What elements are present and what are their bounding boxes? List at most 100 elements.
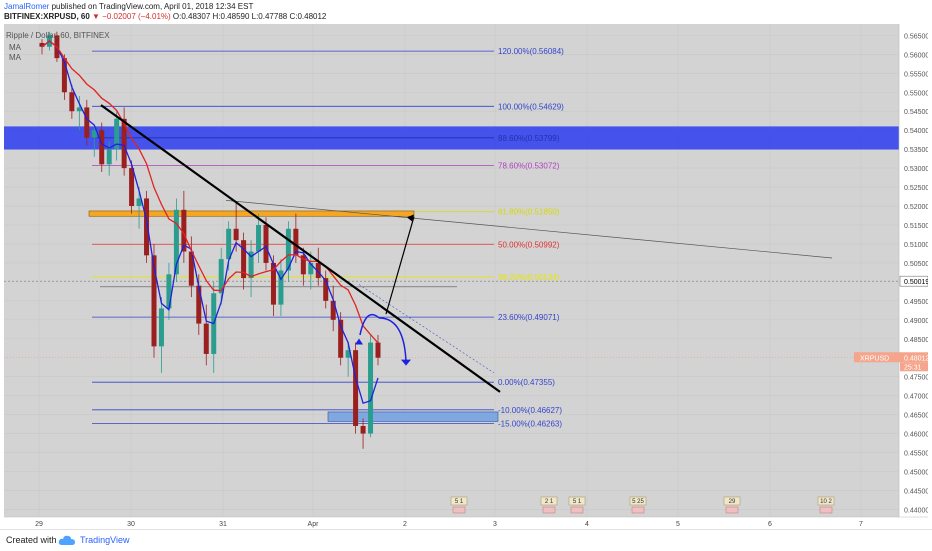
chart-area[interactable]: 120.00%(0.56084) 100.00%(0.54629) 88.60%(0… xyxy=(4,24,929,529)
curve-arrow-left xyxy=(359,313,380,336)
tradingview-cloud-icon xyxy=(58,535,75,545)
fib-level-label: -10.00%(0.46627) xyxy=(498,406,562,415)
price-tick-label: 0.51000 xyxy=(904,242,928,249)
price-tick-label: 0.48500 xyxy=(904,337,928,344)
price-tick-label: 0.44000 xyxy=(904,507,928,514)
fib-level-label: 50.00%(0.50992) xyxy=(498,240,560,249)
event-marker-label: 10 2 xyxy=(820,499,832,505)
time-tick-label: 7 xyxy=(859,521,863,528)
candle-body xyxy=(338,319,344,358)
fib-level-label: 23.60%(0.49071) xyxy=(498,313,560,322)
candle-body xyxy=(278,270,284,305)
price-tick-label: 0.53000 xyxy=(904,166,928,173)
symbol-line: BITFINEX:XRPUSD, 60 ▼ −0.02007 (−4.01%) … xyxy=(4,12,326,21)
price-tick-label: 0.45000 xyxy=(904,469,928,476)
curve-arrow-right xyxy=(378,317,407,362)
time-axis xyxy=(4,517,928,529)
plot-background xyxy=(4,24,899,517)
candle-body xyxy=(233,228,239,241)
price-tick-label: 0.56000 xyxy=(904,52,928,59)
price-tick-label: 0.49500 xyxy=(904,299,928,306)
price-tag-value: 0.48012 xyxy=(904,355,928,362)
candle-body xyxy=(173,209,179,275)
event-marker xyxy=(568,496,586,506)
candle-body xyxy=(241,240,247,279)
event-marker-label: 5 1 xyxy=(455,499,464,505)
fib-level-label: 78.60%(0.53072) xyxy=(498,161,560,170)
chart-header: JamalRomer published on TradingView.com,… xyxy=(0,0,932,24)
price-tick-label: 0.46500 xyxy=(904,413,928,420)
time-tick-label: 6 xyxy=(768,521,772,528)
candle-body xyxy=(226,228,232,260)
event-marker xyxy=(629,496,647,506)
event-flag-icon xyxy=(570,506,584,514)
countdown-box xyxy=(900,362,928,372)
publish-info: published on TradingView.com, April 01, … xyxy=(51,2,254,11)
candle-body xyxy=(144,198,150,256)
candle-body xyxy=(188,251,194,286)
candle-body xyxy=(99,130,105,165)
candle-body xyxy=(39,42,45,47)
candle-body xyxy=(84,107,90,138)
time-tick-label: 30 xyxy=(127,521,135,528)
candle-body xyxy=(166,274,172,309)
price-tag-box xyxy=(854,352,928,363)
price-tick-label: 0.45500 xyxy=(904,451,928,458)
price-tick-label: 0.56500 xyxy=(904,33,928,40)
price-tick-label: 0.47500 xyxy=(904,375,928,382)
candle-body xyxy=(114,118,120,150)
countdown-label: 25:31 xyxy=(904,364,922,371)
event-marker xyxy=(817,496,835,506)
author-link[interactable]: JamalRomer xyxy=(4,2,50,11)
projection-arrow xyxy=(385,216,415,315)
event-flag-icon xyxy=(631,506,645,514)
footer: Created with TradingView xyxy=(0,529,932,551)
tradingview-brand[interactable]: TradingView xyxy=(80,535,130,545)
candle-body xyxy=(360,425,366,434)
time-tick-label: 3 xyxy=(493,521,497,528)
candle-body xyxy=(91,130,97,138)
candle-body xyxy=(181,209,187,252)
candle-body xyxy=(315,262,321,279)
candle-body xyxy=(256,224,262,252)
candle-body xyxy=(121,118,127,169)
price-tick-label: 0.46000 xyxy=(904,432,928,439)
candle-body xyxy=(263,224,269,263)
support-box xyxy=(327,411,499,422)
candle-body xyxy=(323,278,329,301)
candle-body xyxy=(69,92,75,112)
price-tick-label: 0.55000 xyxy=(904,90,928,97)
candle-body xyxy=(270,262,276,305)
time-tick-label: Apr xyxy=(308,521,320,528)
candle-body xyxy=(136,198,142,207)
event-marker-label: 5 1 xyxy=(573,499,582,505)
price-tick-label: 0.50500 xyxy=(904,261,928,268)
price-chart[interactable]: 120.00%(0.56084) 100.00%(0.54629) 88.60%(0… xyxy=(4,24,929,529)
candle-body xyxy=(196,285,202,324)
time-tick-label: 31 xyxy=(219,521,227,528)
price-tick-label: 0.53500 xyxy=(904,147,928,154)
change-value: ▼ −0.02007 (−4.01%) xyxy=(92,12,171,21)
price-tick-label: 0.52000 xyxy=(904,204,928,211)
fib-level-label: 38.20%(0.50134) xyxy=(498,273,560,282)
fib-level-label: 0.00%(0.47355) xyxy=(498,378,555,387)
candle-body xyxy=(248,251,254,279)
candle-body xyxy=(129,168,135,207)
price-tick-label: 0.55500 xyxy=(904,71,928,78)
price-tag-symbol: XRPUSD xyxy=(860,355,889,362)
candle-body xyxy=(345,350,351,358)
time-tick-label: 29 xyxy=(35,521,43,528)
fib-level-label: 88.60%(0.53799) xyxy=(498,134,560,143)
fib-level-label: 61.80%(0.51850) xyxy=(498,208,560,217)
event-flag-icon xyxy=(725,506,739,514)
ma-fast-line xyxy=(41,40,379,405)
symbol-label: BITFINEX:XRPUSD, 60 xyxy=(4,12,90,21)
price-tick-label: 0.44500 xyxy=(904,488,928,495)
time-tick-label: 5 xyxy=(676,521,680,528)
candle-body xyxy=(368,342,374,434)
event-marker-label: 2 1 xyxy=(545,499,554,505)
candle-body xyxy=(300,255,306,275)
fib-level-label: -15.00%(0.46263) xyxy=(498,420,562,429)
candle-body xyxy=(151,255,157,347)
event-marker-label: 5 25 xyxy=(632,499,644,505)
